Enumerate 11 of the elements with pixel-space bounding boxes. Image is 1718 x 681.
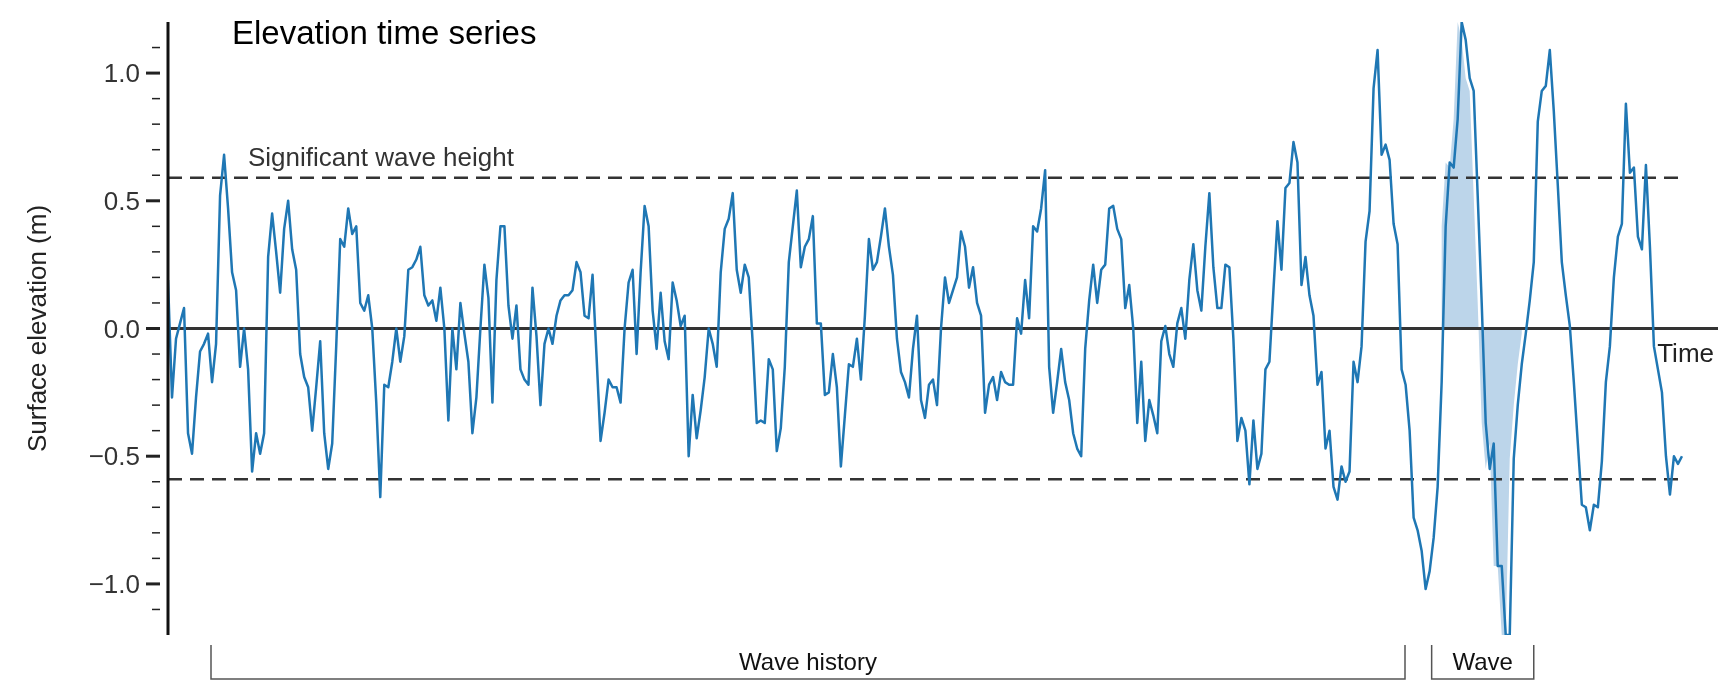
text: Wave [1452, 648, 1513, 675]
chart-title: Elevation time series [232, 14, 537, 51]
text: Wave history [739, 648, 877, 675]
y-tick-label: 0.5 [103, 185, 140, 216]
ref-line-label: Significant wave height [248, 141, 515, 172]
y-tick-label: 1.0 [103, 58, 140, 89]
x-axis-title: Time [1657, 337, 1714, 368]
y-tick-label: −1.0 [88, 569, 140, 600]
y-axis-title: Surface elevation (m) [22, 204, 52, 453]
y-tick-label: 0.0 [103, 313, 140, 344]
y-tick-label: −0.5 [88, 441, 140, 472]
